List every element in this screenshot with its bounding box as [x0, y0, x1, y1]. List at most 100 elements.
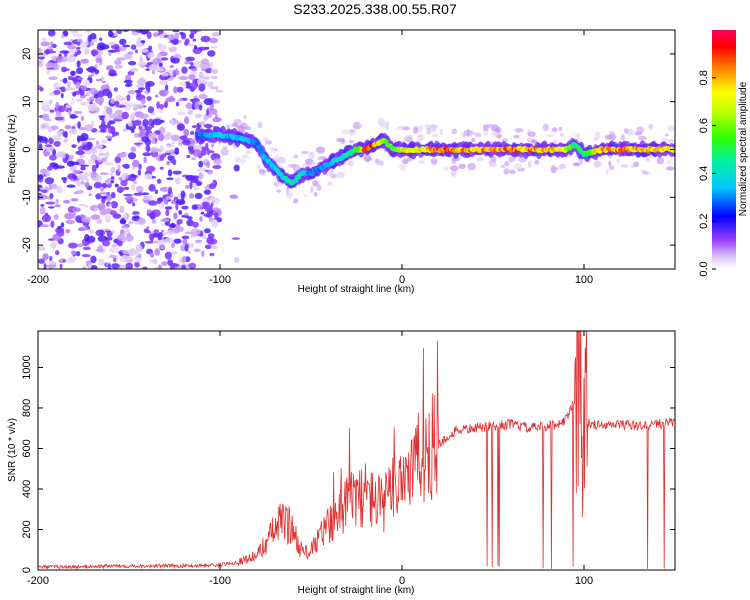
noise-blob — [175, 199, 186, 206]
y-tick-label: 0 — [21, 567, 33, 573]
noise-blob — [75, 251, 81, 257]
noise-blob — [211, 220, 219, 228]
noise-blob — [139, 129, 146, 137]
noise-blob — [146, 209, 152, 214]
noise-blob — [72, 78, 78, 83]
noise-blob — [179, 31, 184, 35]
x-tick-label: 0 — [399, 274, 405, 286]
noise-blob — [80, 180, 85, 185]
noise-blob — [110, 192, 116, 199]
noise-blob — [86, 235, 96, 243]
noise-blob — [89, 87, 98, 95]
noise-blob — [57, 225, 62, 230]
noise-blob — [41, 101, 50, 110]
noise-blob — [49, 154, 57, 161]
noise-blob — [147, 200, 158, 206]
noise-blob — [184, 212, 189, 216]
noise-blob — [142, 126, 145, 130]
noise-blob — [77, 121, 81, 129]
noise-blob — [140, 192, 150, 196]
noise-blob — [114, 64, 123, 69]
noise-blob — [62, 153, 66, 159]
noise-blob — [76, 41, 81, 46]
noise-blob — [49, 255, 53, 262]
noise-blob — [177, 123, 185, 131]
faint-blob — [316, 146, 325, 154]
faint-blob — [636, 126, 645, 134]
noise-blob — [166, 160, 170, 166]
faint-blob — [500, 164, 506, 169]
noise-blob — [128, 61, 137, 66]
noise-blob — [123, 166, 130, 169]
faint-blob — [432, 133, 439, 138]
noise-blob — [198, 120, 206, 126]
noise-blob — [60, 222, 65, 228]
faint-blob — [534, 160, 540, 165]
noise-blob — [106, 65, 112, 71]
noise-blob — [101, 208, 110, 215]
spectrogram-ylabel: Frequency (Hz) — [7, 115, 18, 184]
faint-blob — [559, 163, 567, 170]
noise-blob — [148, 64, 158, 71]
noise-blob — [116, 186, 124, 193]
noise-blob — [66, 87, 76, 91]
noise-blob — [183, 128, 190, 137]
snr-xlabel: Height of straight line (km) — [298, 585, 415, 596]
faint-blob — [426, 126, 431, 135]
noise-blob — [132, 202, 136, 207]
noise-blob — [171, 251, 178, 255]
noise-blob — [132, 211, 140, 216]
noise-blob — [186, 219, 194, 227]
noise-blob — [185, 56, 195, 62]
noise-blob — [134, 104, 144, 110]
noise-blob — [156, 101, 160, 109]
noise-blob — [90, 49, 99, 56]
noise-blob — [205, 67, 212, 74]
noise-blob — [181, 235, 190, 240]
noise-blob — [117, 240, 123, 247]
noise-blob — [56, 153, 61, 158]
noise-blob — [170, 119, 175, 125]
noise-blob — [97, 159, 108, 163]
noise-blob — [149, 252, 155, 258]
noise-blob — [45, 48, 50, 55]
faint-blob — [237, 125, 246, 134]
noise-blob — [47, 126, 53, 133]
noise-blob — [140, 40, 146, 44]
faint-blob — [558, 126, 563, 131]
noise-blob — [137, 217, 146, 225]
noise-blob — [210, 197, 221, 205]
faint-blob — [257, 121, 263, 129]
noise-blob — [38, 143, 43, 151]
noise-blob — [98, 149, 104, 152]
noise-blob — [174, 266, 184, 269]
noise-blob — [59, 259, 63, 262]
noise-blob — [165, 209, 170, 217]
noise-blob — [149, 147, 158, 153]
noise-blob — [165, 196, 171, 201]
noise-blob — [157, 232, 164, 238]
x-tick-label: 100 — [575, 274, 593, 286]
noise-blob — [112, 131, 120, 136]
noise-blob — [107, 52, 112, 57]
noise-blob — [51, 55, 58, 62]
colorbar-tick-label: 0.2 — [698, 214, 710, 229]
noise-blob — [79, 203, 86, 207]
noise-blob — [56, 186, 63, 194]
faint-blob — [308, 151, 315, 159]
faint-blob — [312, 161, 316, 166]
noise-blob — [53, 213, 59, 220]
faint-blob — [375, 160, 384, 166]
noise-blob — [116, 57, 126, 61]
noise-blob — [125, 259, 134, 263]
faint-blob — [317, 156, 324, 161]
noise-blob — [114, 183, 119, 188]
noise-blob — [54, 116, 64, 121]
noise-blob — [139, 30, 149, 35]
noise-blob — [70, 198, 79, 202]
noise-blob — [168, 46, 177, 53]
noise-blob — [187, 109, 193, 115]
faint-blob — [231, 122, 239, 127]
noise-blob — [96, 203, 106, 211]
